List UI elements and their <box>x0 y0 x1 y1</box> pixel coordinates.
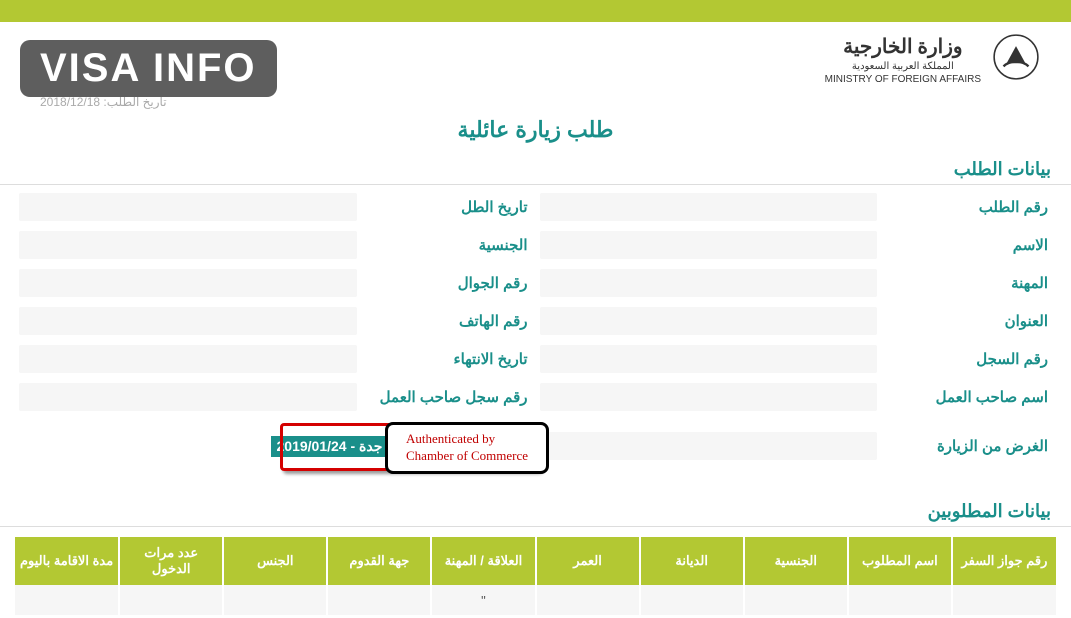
field-label: اسم صاحب العمل <box>881 382 1056 412</box>
field-label: تاريخ الانتهاء <box>361 344 536 374</box>
th: عدد مرات الدخول <box>119 537 223 585</box>
field-value <box>19 231 357 259</box>
th: الديانة <box>640 537 744 585</box>
callout-line2: Chamber of Commerce <box>406 448 528 465</box>
field-row: رقم الطلب <box>536 189 1057 227</box>
field-value <box>19 193 357 221</box>
table-header-row: رقم جواز السفر اسم المطلوب الجنسية الديا… <box>15 537 1056 585</box>
field-row: تاريخ الطل <box>15 189 536 227</box>
field-label: العنوان <box>881 306 1056 336</box>
field-row: الاسم <box>536 227 1057 265</box>
field-row: المهنة <box>536 265 1057 303</box>
field-row: رقم سجل صاحب العمل <box>15 379 536 417</box>
ministry-name-ar: وزارة الخارجية <box>825 34 981 60</box>
td: " <box>431 585 535 615</box>
td <box>223 585 327 615</box>
top-accent-bar <box>0 0 1071 22</box>
field-value <box>540 383 878 411</box>
field-label: رقم الهاتف <box>361 306 536 336</box>
field-value <box>540 231 878 259</box>
field-value <box>19 269 357 297</box>
field-value <box>19 307 357 335</box>
field-row: رقم السجل <box>536 341 1057 379</box>
td <box>327 585 431 615</box>
th: الجنسية <box>744 537 848 585</box>
field-value <box>540 345 878 373</box>
field-value <box>540 193 878 221</box>
td <box>15 585 119 615</box>
th: رقم جواز السفر <box>952 537 1056 585</box>
td <box>952 585 1056 615</box>
field-row: العنوان <box>536 303 1057 341</box>
field-row: تاريخ الانتهاء <box>15 341 536 379</box>
field-value <box>540 432 878 460</box>
field-label: رقم السجل <box>881 344 1056 374</box>
td <box>119 585 223 615</box>
field-label: رقم الجوال <box>361 268 536 298</box>
faint-request-date: تاريخ الطلب: 2018/12/18 <box>40 95 167 109</box>
table-row: " <box>15 585 1056 615</box>
national-emblem-icon <box>991 32 1041 87</box>
td <box>744 585 848 615</box>
field-label: رقم الطلب <box>881 192 1056 222</box>
callout-line1: Authenticated by <box>406 431 528 448</box>
annotation-callout: Authenticated by Chamber of Commerce <box>385 422 549 474</box>
th: الجنس <box>223 537 327 585</box>
field-row: رقم الهاتف <box>15 303 536 341</box>
field-row: الجنسية <box>15 227 536 265</box>
requested-table: رقم جواز السفر اسم المطلوب الجنسية الديا… <box>15 537 1056 615</box>
requested-table-wrap: رقم جواز السفر اسم المطلوب الجنسية الديا… <box>0 531 1071 615</box>
field-label: رقم سجل صاحب العمل <box>361 382 536 412</box>
section-requested-persons: بيانات المطلوبين <box>0 495 1071 527</box>
th: العلاقة / المهنة <box>431 537 535 585</box>
field-row: رقم الجوال <box>15 265 536 303</box>
td <box>536 585 640 615</box>
field-value <box>540 269 878 297</box>
field-value <box>540 307 878 335</box>
field-label: تاريخ الطل <box>361 192 536 222</box>
ministry-name-en: MINISTRY OF FOREIGN AFFAIRS <box>825 73 981 86</box>
ministry-text: وزارة الخارجية المملكة العربية السعودية … <box>825 34 981 86</box>
ministry-logo-block: وزارة الخارجية المملكة العربية السعودية … <box>825 32 1041 87</box>
field-row: اسم صاحب العمل <box>536 379 1057 417</box>
th: جهة القدوم <box>327 537 431 585</box>
ministry-sub-ar: المملكة العربية السعودية <box>825 60 981 73</box>
watermark-overlay: VISA INFO <box>20 40 277 97</box>
field-row-purpose: الغرض من الزيارة <box>536 417 1057 477</box>
field-value <box>19 345 357 373</box>
field-label: المهنة <box>881 268 1056 298</box>
field-label: الاسم <box>881 230 1056 260</box>
th: مدة الاقامة باليوم <box>15 537 119 585</box>
field-label: الجنسية <box>361 230 536 260</box>
td <box>848 585 952 615</box>
th: اسم المطلوب <box>848 537 952 585</box>
page-title: طلب زيارة عائلية <box>0 117 1071 143</box>
section-application-data: بيانات الطلب <box>0 153 1071 185</box>
td <box>640 585 744 615</box>
field-value <box>19 383 357 411</box>
field-label: الغرض من الزيارة <box>881 431 1056 461</box>
th: العمر <box>536 537 640 585</box>
